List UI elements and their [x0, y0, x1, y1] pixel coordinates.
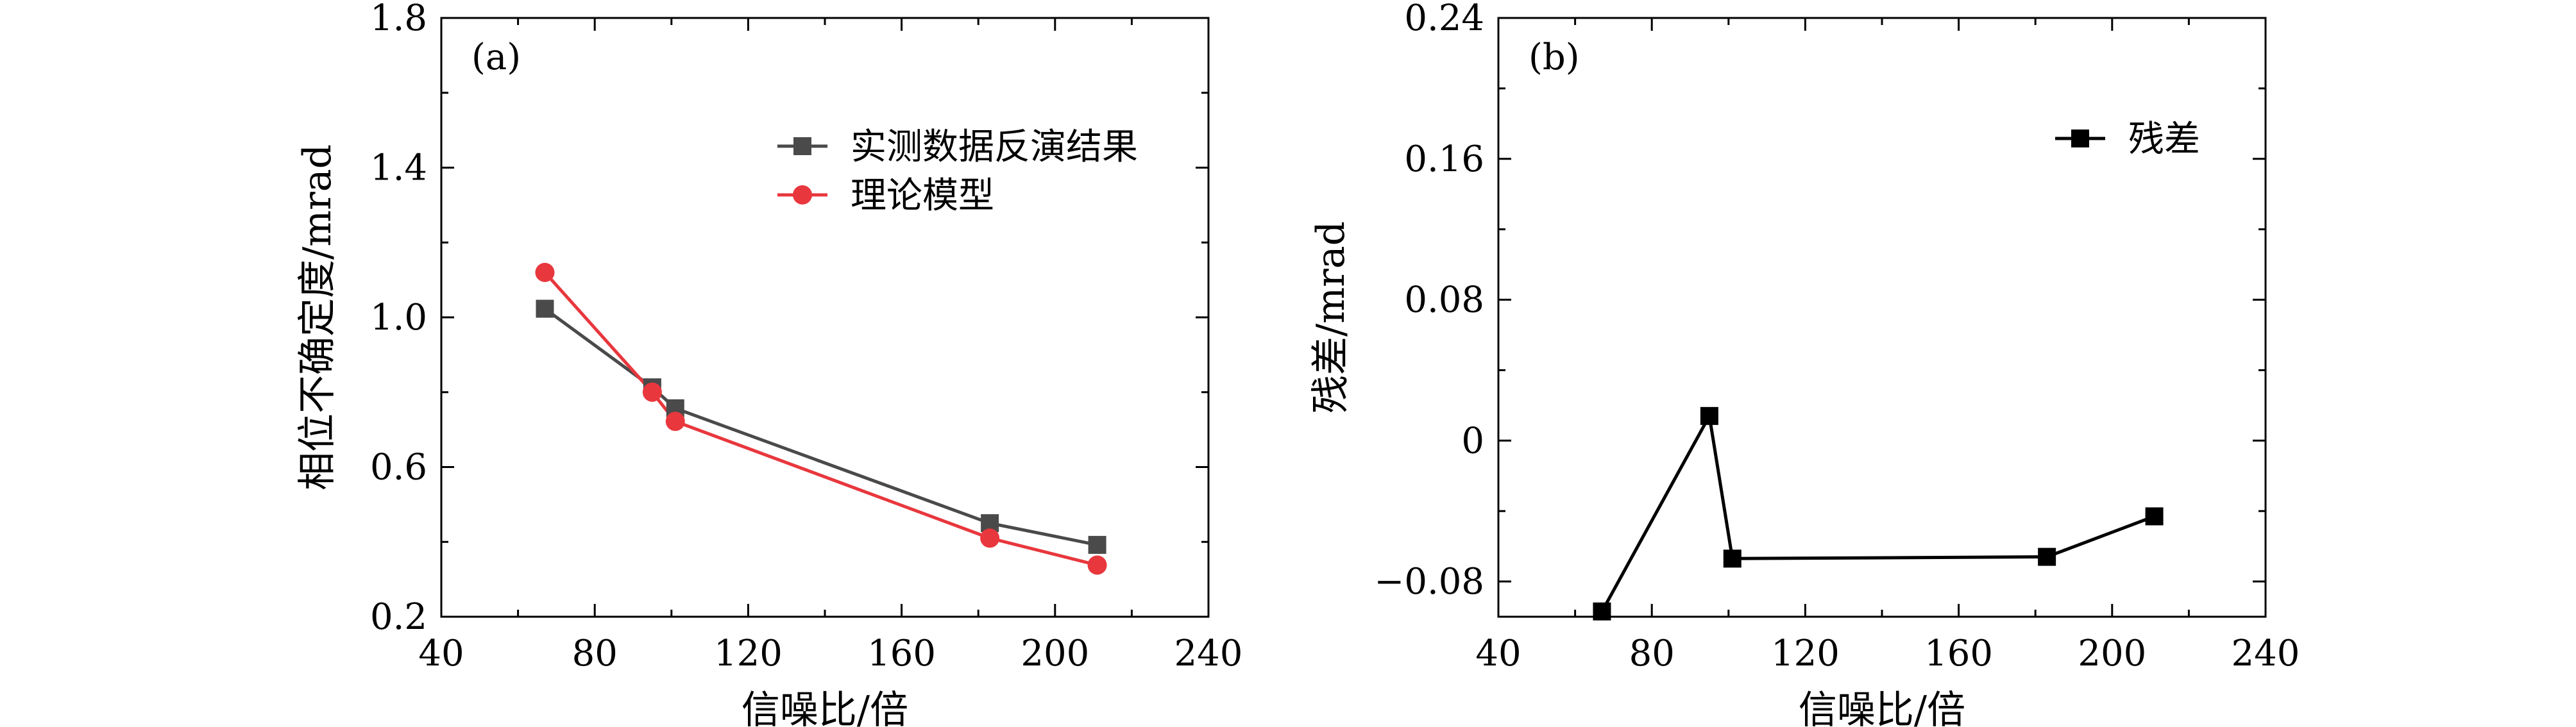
- data-point: [1723, 549, 1741, 568]
- panel-b-xlabel: 信噪比/倍: [1799, 688, 1965, 727]
- y-tick-label: 0.08: [1404, 280, 1484, 321]
- x-tick-label: 40: [1475, 633, 1521, 674]
- x-tick-label: 240: [2232, 633, 2300, 674]
- data-point: [2038, 547, 2056, 566]
- x-tick-label: 160: [867, 633, 936, 674]
- panel-a-ylabel: 相位不确定度/mrad: [295, 144, 340, 490]
- y-tick-label: −0.08: [1374, 561, 1484, 603]
- x-tick-label: 80: [1629, 633, 1675, 674]
- legend-label-residual: 残差: [2128, 119, 2200, 160]
- y-tick-label: 0.2: [370, 596, 427, 638]
- panel-b-markers: [1593, 406, 2164, 621]
- legend-label-measured: 实测数据反演结果: [851, 126, 1138, 168]
- y-tick-label: 1.4: [370, 147, 427, 189]
- legend-label-theory: 理论模型: [851, 175, 994, 217]
- panel-b: 40 80 120 160 200 240 −0.08 0 0.08 0.16 0.24 (b) 残…: [1309, 0, 2300, 727]
- data-point: [1700, 406, 1718, 425]
- data-point: [535, 262, 555, 282]
- panel-a-ticks: 40 80 120 160 200 240 0.2 0.6 1.0 1.4 1.8: [370, 0, 1243, 674]
- x-tick-label: 80: [572, 633, 618, 674]
- x-tick-label: 120: [1771, 633, 1840, 674]
- data-point: [1088, 535, 1106, 554]
- y-tick-label: 0.24: [1404, 0, 1484, 39]
- data-point: [1593, 602, 1611, 621]
- legend-marker-theory: [793, 185, 812, 205]
- x-tick-label: 160: [1924, 633, 1993, 674]
- data-point: [536, 299, 554, 318]
- y-tick-label: 0: [1461, 420, 1484, 462]
- data-point: [665, 412, 685, 431]
- legend-marker-residual: [2071, 130, 2089, 147]
- panel-b-label: (b): [1529, 37, 1580, 78]
- x-tick-label: 200: [1021, 633, 1089, 674]
- panel-b-legend: 残差: [2055, 119, 2200, 160]
- panel-a-markers: [535, 262, 1107, 575]
- y-tick-label: 1.8: [370, 0, 427, 39]
- y-tick-label: 0.6: [370, 447, 427, 489]
- panel-a-legend: 实测数据反演结果 理论模型: [777, 126, 1138, 217]
- panel-b-ticks: 40 80 120 160 200 240 −0.08 0 0.08 0.16 0.24: [1374, 0, 2300, 674]
- data-point: [642, 382, 662, 402]
- y-tick-label: 1.0: [370, 297, 427, 338]
- x-tick-label: 40: [418, 633, 464, 674]
- x-tick-label: 240: [1174, 633, 1243, 674]
- panel-a-xlabel: 信噪比/倍: [741, 688, 908, 727]
- y-tick-label: 0.16: [1404, 138, 1484, 180]
- panel-a-label: (a): [471, 37, 521, 78]
- data-point: [1087, 555, 1107, 575]
- legend-marker-measured: [793, 137, 811, 155]
- panel-b-ylabel: 残差/mrad: [1309, 221, 1353, 414]
- panel-a: 40 80 120 160 200 240 0.2 0.6 1.0 1.4 1.8 (a) 实测数据…: [295, 0, 1242, 727]
- x-tick-label: 120: [714, 633, 783, 674]
- x-tick-label: 200: [2078, 633, 2146, 674]
- data-point: [980, 528, 1000, 548]
- data-point: [2145, 507, 2164, 526]
